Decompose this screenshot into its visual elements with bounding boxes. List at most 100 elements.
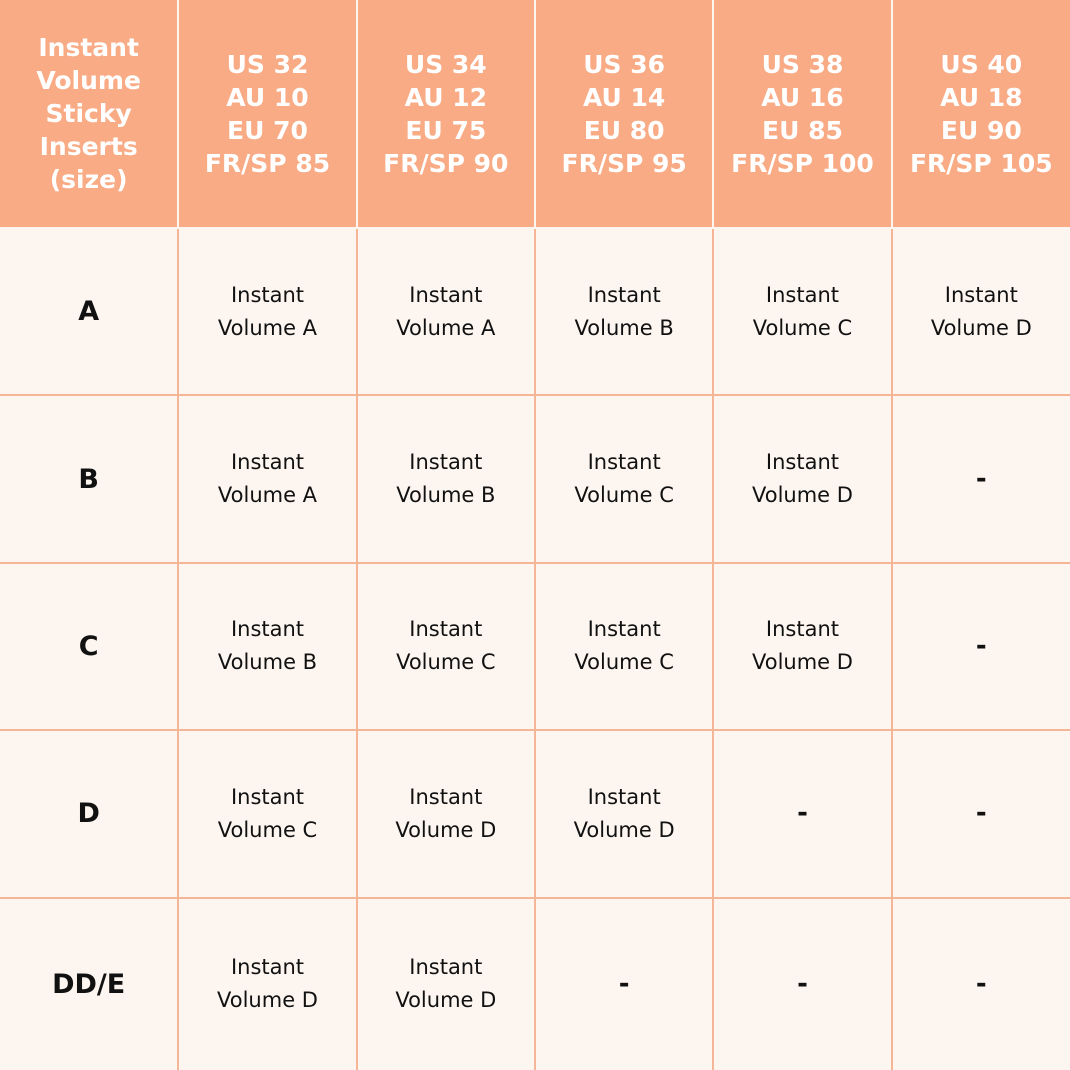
table-cell: - xyxy=(890,896,1070,1070)
text-line: Inserts xyxy=(39,132,138,161)
text-line: FR/SP 105 xyxy=(909,148,1053,178)
text-line: Instant xyxy=(230,617,305,642)
text-line: EU 75 xyxy=(405,115,487,145)
table-cell: Instant Volume B xyxy=(177,561,358,732)
table-cell: Instant Volume B xyxy=(355,394,536,564)
text-line: Volume A xyxy=(217,315,318,340)
header-row: Instant Volume Sticky Inserts (size) US 32 AU … xyxy=(0,0,1070,229)
table-cell: Instant Volume D xyxy=(712,561,893,732)
text-line: Volume B xyxy=(574,315,674,340)
column-header: US 36 AU 14 EU 80 FR/SP 95 xyxy=(533,0,715,229)
text-line: AU 12 xyxy=(404,82,487,112)
text-line: US 34 xyxy=(404,49,487,79)
text-line: Volume A xyxy=(217,483,318,508)
text-line: Instant xyxy=(230,955,305,980)
text-line: Volume D xyxy=(217,988,318,1013)
table-row: B Instant Volume A Instant Volume B Instant Vo… xyxy=(0,394,1070,564)
table-cell: Instant Volume A xyxy=(177,394,358,564)
table-cell: - xyxy=(712,729,893,899)
table-cell: Instant Volume D xyxy=(890,226,1070,397)
text-line: Volume D xyxy=(752,483,853,508)
text-line: Volume C xyxy=(396,650,496,675)
table-row: D Instant Volume C Instant Volume D Instant Vo… xyxy=(0,729,1070,899)
corner-header: Instant Volume Sticky Inserts (size) xyxy=(0,0,180,229)
text-line: Volume D xyxy=(752,650,853,675)
text-line: US 40 xyxy=(940,49,1023,79)
text-line: Instant xyxy=(409,784,483,809)
text-line: EU 90 xyxy=(940,115,1022,145)
text-line: Instant xyxy=(765,617,840,642)
text-line: Volume C xyxy=(574,650,674,675)
text-line: EU 70 xyxy=(227,115,308,145)
table-cell: Instant Volume A xyxy=(355,226,536,397)
table-cell: Instant Volume C xyxy=(355,561,536,732)
column-header: US 38 AU 16 EU 85 FR/SP 100 xyxy=(712,0,893,229)
text-line: Instant xyxy=(409,282,483,307)
table-cell: Instant Volume D xyxy=(533,729,715,899)
text-line: Instant xyxy=(944,282,1018,307)
text-line: Volume D xyxy=(573,817,675,842)
text-line: FR/SP 90 xyxy=(383,148,509,178)
text-line: EU 80 xyxy=(583,115,665,145)
table-row: C Instant Volume B Instant Volume C Instant Vo… xyxy=(0,561,1070,732)
table-row: DD/E Instant Volume D Instant Volume D--- xyxy=(0,896,1070,1070)
text-line: Volume B xyxy=(217,650,318,675)
text-line: AU 14 xyxy=(582,82,666,112)
text-line: US 32 xyxy=(226,49,309,79)
row-header: DD/E xyxy=(0,896,180,1070)
column-header: US 32 AU 10 EU 70 FR/SP 85 xyxy=(177,0,358,229)
text-line: Volume xyxy=(36,66,141,95)
table-cell: Instant Volume D xyxy=(355,896,536,1070)
table-cell: - xyxy=(890,729,1070,899)
text-line: Volume B xyxy=(396,483,496,508)
text-line: US 36 xyxy=(583,49,666,79)
text-line: (size) xyxy=(49,165,128,194)
table-cell: Instant Volume D xyxy=(355,729,536,899)
text-line: Instant xyxy=(38,33,139,62)
table-cell: Instant Volume C xyxy=(177,729,358,899)
table-cell: - xyxy=(890,394,1070,564)
text-line: Instant xyxy=(230,450,305,475)
row-header: D xyxy=(0,729,180,899)
text-line: Instant xyxy=(587,282,661,307)
text-line: Instant xyxy=(587,617,661,642)
table-cell: - xyxy=(533,896,715,1070)
text-line: Instant xyxy=(230,784,305,809)
table-row: A Instant Volume A Instant Volume A Instant Vo… xyxy=(0,226,1070,397)
table-cell: Instant Volume D xyxy=(712,394,893,564)
text-line: Instant xyxy=(409,617,483,642)
text-line: Instant xyxy=(230,282,305,307)
row-header: A xyxy=(0,226,180,397)
text-line: Instant xyxy=(409,450,483,475)
text-line: Volume D xyxy=(395,817,497,842)
text-line: Instant xyxy=(765,282,840,307)
text-line: FR/SP 85 xyxy=(204,148,331,178)
table-cell: Instant Volume A xyxy=(177,226,358,397)
text-line: Instant xyxy=(587,450,661,475)
text-line: AU 10 xyxy=(226,82,309,112)
text-line: AU 16 xyxy=(761,82,844,112)
text-line: Volume C xyxy=(752,315,853,340)
text-line: Volume A xyxy=(396,315,496,340)
text-line: Volume C xyxy=(574,483,674,508)
table-cell: - xyxy=(712,896,893,1070)
text-line: Instant xyxy=(409,955,483,980)
text-line: FR/SP 95 xyxy=(561,148,687,178)
text-line: Volume C xyxy=(217,817,318,842)
text-line: Instant xyxy=(765,450,840,475)
table-cell: Instant Volume C xyxy=(533,394,715,564)
text-line: Sticky xyxy=(45,99,132,128)
row-header: B xyxy=(0,394,180,564)
table-cell: Instant Volume D xyxy=(177,896,358,1070)
table-cell: Instant Volume B xyxy=(533,226,715,397)
text-line: Volume D xyxy=(395,988,497,1013)
text-line: EU 85 xyxy=(762,115,843,145)
text-line: FR/SP 100 xyxy=(731,148,874,178)
table-cell: Instant Volume C xyxy=(533,561,715,732)
column-header: US 34 AU 12 EU 75 FR/SP 90 xyxy=(355,0,536,229)
text-line: Volume D xyxy=(930,315,1032,340)
table-cell: - xyxy=(890,561,1070,732)
text-line: US 38 xyxy=(761,49,844,79)
text-line: AU 18 xyxy=(940,82,1023,112)
